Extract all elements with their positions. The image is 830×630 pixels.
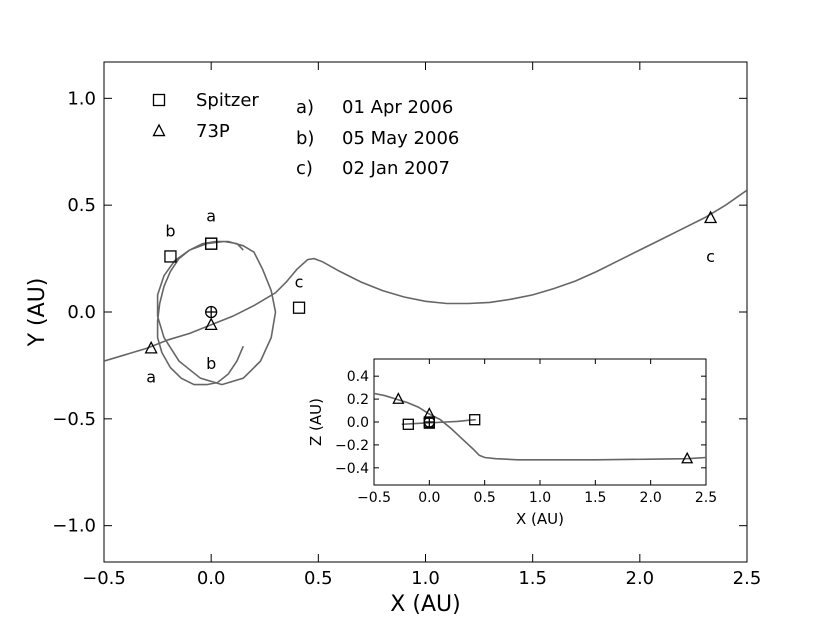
inset-x-tick-label: 2.5 (695, 490, 717, 506)
main-triangle-epoch-label: b (206, 354, 216, 373)
main-triangle-marker (204, 317, 218, 331)
inset-triangle-marker (681, 451, 694, 464)
main-square-epoch-label: b (165, 221, 175, 240)
main-triangle-marker (144, 340, 158, 354)
legend-date-key: b) (296, 128, 314, 149)
main-square-marker (205, 237, 218, 250)
inset-y-axis-label: Z (AU) (307, 398, 325, 446)
main-triangle-marker (703, 210, 718, 224)
main-y-tick-label: −0.5 (52, 409, 96, 430)
comet-73p-path-line (104, 189, 747, 362)
main-x-tick-label: 2.5 (733, 568, 762, 589)
main-square-marker (292, 301, 306, 314)
main-x-tick-label: 1.5 (518, 568, 547, 589)
main-y-axis-label: Y (AU) (25, 278, 50, 348)
inset-square-marker (469, 414, 481, 426)
main-square-marker (164, 250, 177, 263)
inset-x-tick-label: 1.0 (529, 490, 551, 506)
legend-date-value: 01 Apr 2006 (342, 97, 453, 118)
main-sun-icon (205, 305, 218, 319)
inset-y-tick-label: −0.4 (335, 461, 369, 477)
legend-square-marker (152, 93, 166, 107)
inset-sun-icon (423, 416, 435, 428)
legend-label-square: Spitzer (196, 90, 259, 111)
legend-date-value: 02 Jan 2007 (342, 158, 450, 179)
inset-x-tick-label: 0.0 (418, 490, 440, 506)
main-x-tick-label: −0.5 (82, 568, 126, 589)
main-triangle-epoch-label: a (146, 367, 156, 386)
inset-y-tick-label: 0.2 (347, 392, 369, 408)
inset-x-tick-label: −0.5 (357, 490, 391, 506)
main-triangle-epoch-label: c (706, 247, 715, 266)
main-y-tick-label: −1.0 (52, 516, 96, 537)
inset-spitzer-orbit-line (401, 418, 476, 426)
inset-x-tick-label: 2.0 (640, 490, 662, 506)
inset-x-tick-label: 1.5 (584, 490, 606, 506)
main-square-epoch-label: a (206, 207, 216, 226)
main-square-epoch-label: c (295, 273, 304, 292)
main-x-tick-label: 0.5 (304, 568, 333, 589)
main-y-tick-label: 0.0 (67, 302, 96, 323)
legend-date-key: a) (296, 97, 314, 118)
spitzer-orbit-line (156, 240, 277, 386)
inset-triangle-marker (392, 392, 405, 404)
main-x-tick-label: 1.0 (411, 568, 440, 589)
main-x-tick-label: 0.0 (197, 568, 226, 589)
inset-y-tick-label: 0.0 (347, 415, 369, 431)
inset-comet-73p-path-line (374, 392, 706, 461)
main-y-tick-label: 1.0 (67, 88, 96, 109)
inset-square-marker (402, 418, 414, 430)
inset-y-tick-label: 0.4 (347, 369, 369, 385)
legend-triangle-marker (152, 123, 166, 137)
inset-x-axis-label: X (AU) (516, 510, 564, 528)
inset-x-tick-label: 0.5 (474, 490, 496, 506)
main-x-axis-label: X (AU) (390, 592, 460, 617)
main-x-tick-label: 2.0 (626, 568, 655, 589)
legend-date-key: c) (296, 158, 313, 179)
legend-date-value: 05 May 2006 (342, 128, 459, 149)
inset-y-tick-label: −0.2 (335, 438, 369, 454)
legend-label-triangle: 73P (196, 121, 230, 142)
main-y-tick-label: 0.5 (67, 195, 96, 216)
